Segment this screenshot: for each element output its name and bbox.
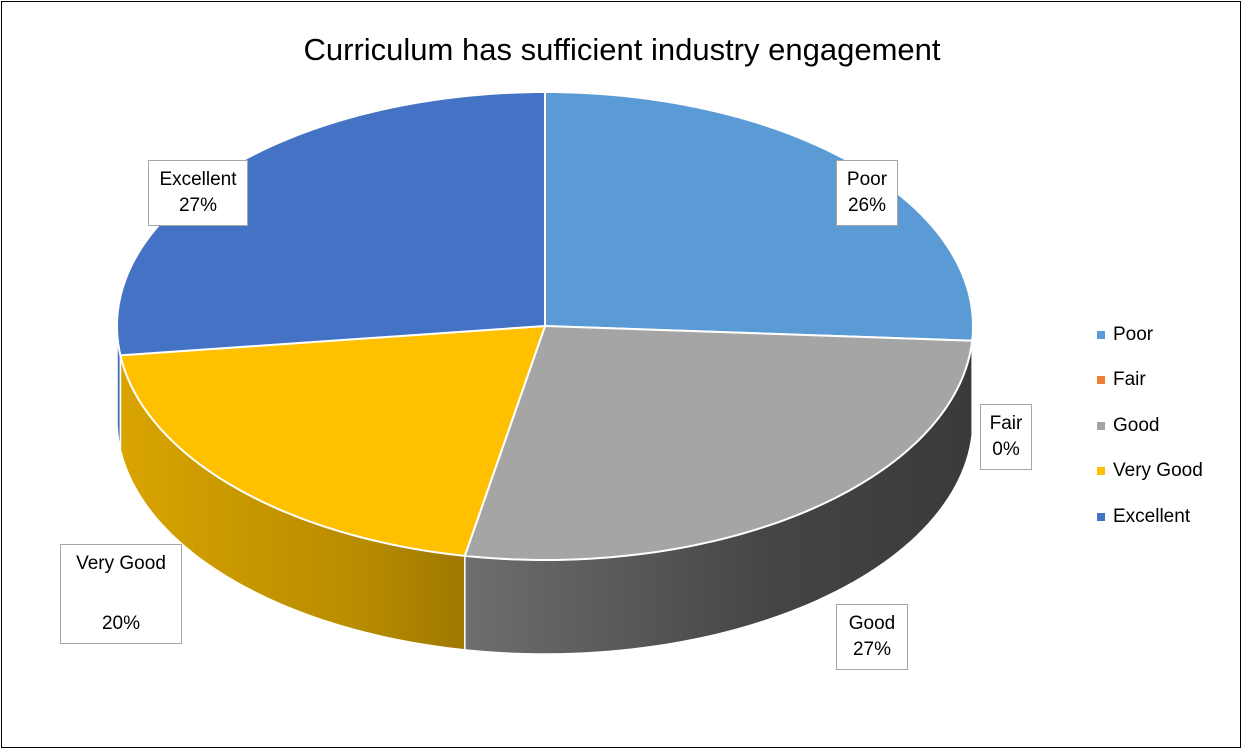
legend-swatch-excellent [1097, 512, 1105, 521]
pie-slice-very-good [119, 325, 546, 557]
data-label-good-name: Good [848, 613, 896, 634]
data-label-excellent-name: Excellent [159, 169, 237, 190]
data-label-very-good-name: Very Good [76, 553, 166, 574]
chart-title: Curriculum has sufficient industry engag… [303, 32, 941, 67]
pie-slice-poor [544, 91, 974, 342]
legend-item-good: Good [1097, 403, 1203, 449]
legend-item-poor: Poor [1097, 312, 1203, 358]
legend-item-fair: Fair [1097, 358, 1203, 404]
chart-legend: Poor Fair Good Very Good Excellent [1097, 312, 1203, 540]
data-label-very-good: Very Good 20% [60, 544, 182, 644]
data-label-excellent-value: 27% [178, 195, 218, 216]
legend-swatch-poor [1097, 330, 1105, 339]
pie-slice-good [463, 325, 974, 561]
legend-label-good: Good [1113, 414, 1160, 436]
data-label-fair-value: 0% [992, 439, 1020, 460]
data-label-good-value: 27% [852, 639, 892, 660]
legend-item-excellent: Excellent [1097, 494, 1203, 540]
legend-swatch-very-good [1097, 467, 1105, 476]
legend-label-poor: Poor [1113, 323, 1154, 345]
data-label-fair-name: Fair [989, 413, 1023, 434]
legend-label-very-good: Very Good [1113, 460, 1203, 482]
legend-item-very-good: Very Good [1097, 449, 1203, 495]
legend-label-excellent: Excellent [1113, 505, 1191, 527]
data-label-excellent: Excellent 27% [148, 160, 248, 226]
data-label-good: Good 27% [836, 604, 908, 670]
legend-label-fair: Fair [1113, 369, 1146, 391]
legend-swatch-fair [1097, 376, 1105, 385]
data-label-fair: Fair 0% [980, 404, 1032, 470]
legend-swatch-good [1097, 421, 1105, 430]
data-label-very-good-value: 20% [101, 613, 141, 634]
data-label-poor-value: 26% [847, 195, 887, 216]
data-label-poor-name: Poor [846, 169, 888, 190]
data-label-poor: Poor 26% [836, 160, 898, 226]
